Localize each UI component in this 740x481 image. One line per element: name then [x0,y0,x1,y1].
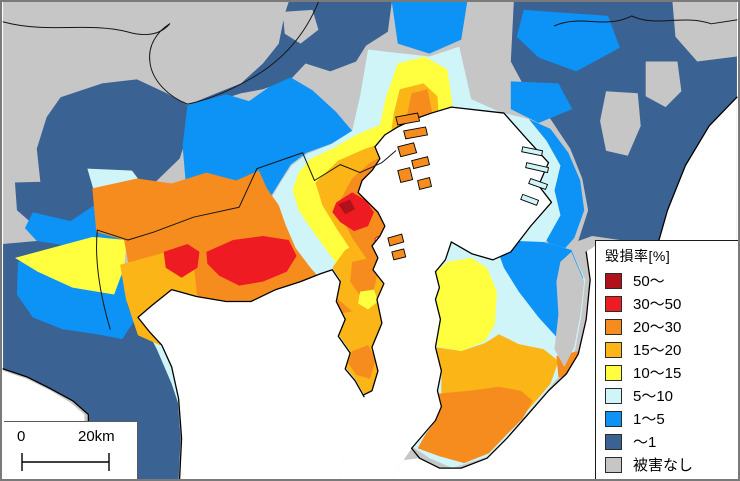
legend-row: 被害なし [605,453,732,476]
legend-swatch-no-damage [605,456,622,473]
legend-swatch-1-5 [605,410,622,427]
region-damage-50plus [338,199,356,215]
legend-swatch-20-30 [605,318,622,335]
legend-swatch-5-10 [605,387,622,404]
layer-port-structures [387,112,550,261]
scale-start-label: 0 [17,428,26,445]
legend-row: 15～20 [605,338,732,361]
sagami-bay [137,269,365,479]
legend-label: 10～15 [633,365,682,382]
legend-box: 毀損率[%] 50～ 30～50 20～30 15～20 10～15 5～10 … [595,240,738,479]
legend-swatch-under1 [605,433,622,450]
legend-row: ～1 [605,430,732,453]
legend-swatch-50plus [605,272,622,289]
layer-prefecture-borders [2,2,738,330]
scale-bar: 0 20km [4,421,138,479]
legend-label: ～1 [633,434,657,451]
scale-end-label: 20km [78,428,115,445]
legend-label: 50～ [633,273,665,290]
legend-label: 20～30 [633,319,682,336]
tokyo-bay [340,107,552,479]
legend-row: 10～15 [605,361,732,384]
legend-title: 毀損率[%] [605,248,671,264]
legend-label: 被害なし [633,457,694,474]
legend-row: 5～10 [605,384,732,407]
legend-row: 20～30 [605,315,732,338]
legend-swatch-15-20 [605,341,622,358]
legend-row: 50～ [605,269,732,292]
legend-label: 30～50 [633,296,682,313]
legend-swatch-10-15 [605,364,622,381]
legend-swatch-30-50 [605,295,622,312]
legend-row: 1～5 [605,407,732,430]
legend-label: 15～20 [633,342,682,359]
legend-label: 1～5 [633,411,665,428]
scale-bar-graphic [21,453,110,471]
legend-label: 5～10 [633,388,674,405]
legend-row: 30～50 [605,292,732,315]
